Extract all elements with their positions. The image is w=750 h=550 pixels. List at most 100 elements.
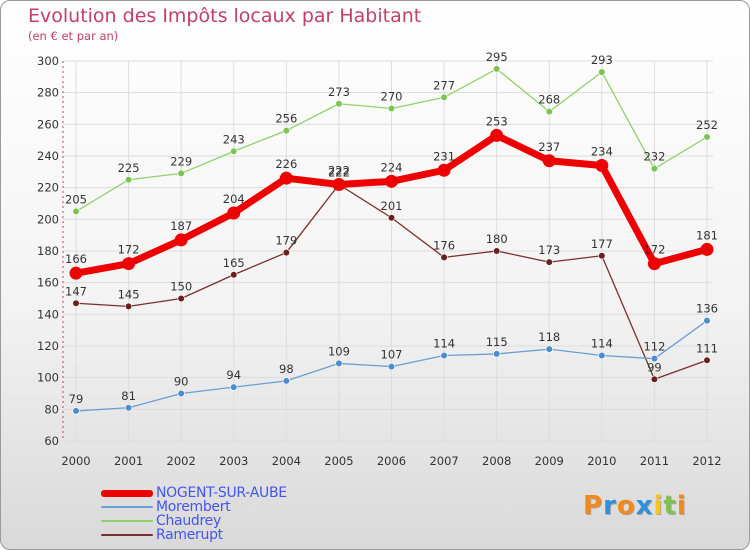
data-label: 111 <box>696 341 718 355</box>
data-point <box>650 375 659 383</box>
data-label: 270 <box>381 90 403 104</box>
data-point <box>493 350 501 358</box>
data-point <box>703 133 711 141</box>
data-label: 136 <box>696 302 718 316</box>
data-label: 114 <box>591 337 613 351</box>
data-label: 177 <box>591 237 613 251</box>
chart-title: Evolution des Impôts locaux par Habitant <box>28 5 422 27</box>
data-label: 165 <box>223 256 245 270</box>
data-point <box>279 171 293 185</box>
data-label: 99 <box>647 360 662 374</box>
data-point <box>650 165 659 173</box>
y-tick-label: 60 <box>44 434 59 448</box>
chart-subtitle: (en € et par an) <box>28 29 119 43</box>
data-label: 98 <box>279 362 294 376</box>
data-label: 172 <box>118 243 140 257</box>
y-tick-label: 200 <box>37 212 59 226</box>
data-point <box>387 362 396 371</box>
data-label: 252 <box>696 118 718 132</box>
data-point <box>282 377 290 385</box>
logo-letter: r <box>603 491 617 521</box>
data-point <box>542 154 556 168</box>
data-point <box>177 294 185 303</box>
data-point <box>72 207 80 216</box>
data-label: 253 <box>486 114 508 128</box>
data-label: 115 <box>486 335 508 349</box>
data-point <box>700 242 714 256</box>
data-label: 273 <box>328 85 350 99</box>
data-label: 237 <box>538 140 560 154</box>
y-tick-label: 260 <box>37 117 59 131</box>
data-point <box>490 128 504 142</box>
data-point <box>598 68 606 76</box>
data-label: 176 <box>433 238 455 252</box>
data-point <box>124 176 133 184</box>
y-tick-label: 240 <box>37 149 59 163</box>
grid <box>63 60 713 442</box>
logo-letter: i <box>653 491 664 521</box>
data-label: 293 <box>591 53 613 67</box>
y-tick-label: 300 <box>37 54 59 68</box>
y-tick-label: 80 <box>44 402 59 416</box>
series-chaudrey <box>72 65 711 216</box>
data-labels: 166 172 187 204 226 222 224 231 253 237 234 172 181 <box>65 114 718 266</box>
legend-label: Morembert <box>156 499 231 515</box>
x-tick-label: 2010 <box>587 454 616 468</box>
data-point <box>230 271 238 279</box>
y-tick-label: 180 <box>37 244 59 258</box>
x-tick-label: 2004 <box>272 454 301 468</box>
data-label: 229 <box>170 154 192 168</box>
y-tick-label: 280 <box>37 86 59 100</box>
legend-swatch <box>101 534 153 536</box>
data-label: 166 <box>65 252 87 266</box>
data-point <box>440 93 448 102</box>
data-label: 181 <box>696 228 718 242</box>
data-point <box>647 257 661 271</box>
data-point <box>227 206 241 220</box>
data-label: 147 <box>65 284 87 298</box>
data-label: 222 <box>328 166 350 180</box>
data-point <box>440 253 448 261</box>
data-label: 268 <box>538 93 560 107</box>
data-point <box>440 351 448 360</box>
data-point <box>493 247 501 255</box>
data-label: 243 <box>223 132 245 146</box>
data-label: 79 <box>69 392 84 406</box>
legend-item: Morembert <box>101 500 401 514</box>
data-point <box>703 356 711 364</box>
x-tick-label: 2001 <box>114 454 143 468</box>
logo-letter: P <box>583 491 604 521</box>
legend-item: NOGENT-SUR-AUBE <box>101 486 401 500</box>
data-label: 94 <box>226 368 241 382</box>
data-label: 224 <box>381 160 403 174</box>
data-label: 295 <box>486 50 508 64</box>
data-point <box>72 299 80 307</box>
data-point <box>122 257 136 271</box>
data-point <box>387 104 396 113</box>
chart-legend: NOGENT-SUR-AUBE Morembert Chaudrey Ramerupt <box>101 486 401 542</box>
x-tick-label: 2009 <box>535 454 564 468</box>
data-label: 173 <box>538 243 560 257</box>
logo-letter: i <box>676 491 687 521</box>
legend-label: Ramerupt <box>156 527 223 543</box>
data-label: 277 <box>433 78 455 92</box>
logo-letter: o <box>616 491 636 521</box>
data-point <box>385 174 398 188</box>
data-point <box>437 163 451 177</box>
data-point <box>598 351 606 360</box>
legend-swatch <box>101 520 153 522</box>
x-tick-label: 2005 <box>324 454 353 468</box>
data-point <box>282 248 290 257</box>
data-label: 204 <box>223 192 245 206</box>
logo-letter: t <box>663 491 677 521</box>
data-label: 90 <box>174 375 189 389</box>
data-point <box>174 233 188 247</box>
y-tick-label: 120 <box>37 339 59 353</box>
data-label: 145 <box>118 287 140 301</box>
logo-letter: x <box>635 491 654 521</box>
data-label: 112 <box>643 340 665 354</box>
data-point <box>230 147 238 155</box>
data-label: 150 <box>170 280 192 294</box>
data-point <box>595 159 609 172</box>
